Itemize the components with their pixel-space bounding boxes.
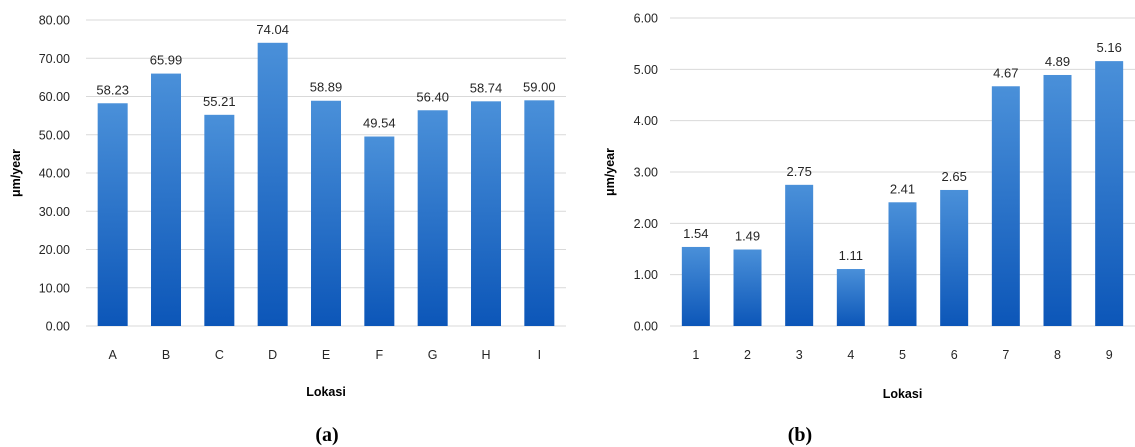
data-label: 2.41 [890, 181, 915, 196]
x-tick-label: 2 [744, 348, 751, 362]
data-label: 55.21 [203, 94, 236, 109]
x-tick-label: 1 [692, 348, 699, 362]
data-label: 58.89 [310, 80, 343, 95]
bar-F [364, 136, 395, 326]
bar-4 [836, 269, 865, 326]
x-tick-label: G [428, 348, 438, 362]
y-tick-label: 0.00 [634, 320, 658, 334]
y-tick-labels: 0.00 10.00 20.00 30.00 40.00 50.00 60.00 70.00 8… [39, 14, 70, 334]
data-label: 1.49 [735, 229, 760, 244]
bar-H [471, 101, 501, 327]
x-tick-label: H [481, 348, 490, 362]
x-tick-label: E [322, 348, 330, 362]
bar-A [97, 103, 128, 326]
y-tick-label: 60.00 [39, 90, 70, 104]
bar-E [311, 100, 341, 326]
x-tick-label: 7 [1002, 348, 1009, 362]
y-tick-label: 40.00 [39, 167, 70, 181]
bar-1 [681, 246, 710, 326]
data-label: 1.11 [839, 248, 863, 263]
x-axis-title: Lokasi [306, 385, 346, 399]
bar-5 [888, 202, 917, 326]
data-label: 59.00 [523, 79, 556, 94]
bar-2 [733, 249, 762, 326]
x-tick-label: 5 [899, 348, 906, 362]
x-tick-labels: A B C D E F G H I [108, 348, 541, 362]
bar-3 [785, 184, 814, 326]
y-tick-label: 70.00 [39, 52, 70, 66]
y-tick-label: 6.00 [634, 12, 658, 26]
y-tick-label: 1.00 [634, 268, 658, 282]
bar-C [204, 114, 235, 326]
bar-chart-a: 0.00 10.00 20.00 30.00 40.00 50.00 60.00 70.00 8… [9, 14, 566, 446]
x-tick-label: A [108, 348, 117, 362]
data-labels: 1.54 1.49 2.75 1.11 2.41 2.65 4.67 4.89 5.16 [683, 40, 1122, 263]
y-tick-label: 4.00 [634, 114, 658, 128]
data-label: 2.65 [942, 169, 967, 184]
x-tick-label: B [162, 348, 170, 362]
bar-9 [1095, 61, 1124, 327]
y-tick-label: 10.00 [39, 281, 70, 295]
panel-caption: (a) [315, 424, 338, 446]
bar-B [151, 73, 181, 326]
x-tick-label: I [538, 348, 541, 362]
y-axis-title: μm/year [603, 148, 617, 196]
data-label: 49.54 [363, 116, 396, 131]
data-label: 4.67 [993, 65, 1018, 80]
bars [97, 42, 555, 327]
x-axis-title: Lokasi [883, 387, 923, 401]
x-tick-label: 8 [1054, 348, 1061, 362]
y-tick-label: 0.00 [46, 320, 70, 334]
bars [681, 61, 1124, 327]
x-tick-label: 9 [1106, 348, 1113, 362]
data-label: 58.23 [96, 82, 129, 97]
x-tick-label: F [376, 348, 384, 362]
data-label: 1.54 [683, 226, 708, 241]
x-tick-label: 4 [847, 348, 854, 362]
data-labels: 58.23 65.99 55.21 74.04 58.89 49.54 56.40 58.74… [96, 22, 555, 131]
bar-I [524, 100, 555, 326]
data-label: 56.40 [416, 89, 449, 104]
y-tick-label: 5.00 [634, 63, 658, 77]
data-label: 74.04 [256, 22, 289, 37]
y-axis-title: μm/year [9, 149, 23, 197]
y-tick-label: 80.00 [39, 14, 70, 28]
chart-panel-a: 0.00 10.00 20.00 30.00 40.00 50.00 60.00 70.00 8… [9, 14, 566, 446]
bar-G [417, 110, 448, 327]
y-tick-label: 3.00 [634, 166, 658, 180]
chart-panel-b: 0.00 1.00 2.00 3.00 4.00 5.00 6.00 1.54 1.49 2.7… [578, 0, 1135, 447]
bar-6 [940, 189, 969, 326]
bar-D [257, 42, 288, 327]
y-tick-label: 20.00 [39, 243, 70, 257]
bar-7 [991, 86, 1020, 326]
data-label: 65.99 [150, 53, 183, 68]
y-tick-labels: 0.00 1.00 2.00 3.00 4.00 5.00 6.00 [634, 12, 658, 334]
data-label: 4.89 [1045, 54, 1070, 69]
bar-8 [1043, 74, 1072, 326]
y-tick-label: 50.00 [39, 128, 70, 142]
x-tick-label: C [215, 348, 224, 362]
x-tick-label: 6 [951, 348, 958, 362]
x-tick-labels: 1 2 3 4 5 6 7 8 9 [692, 348, 1112, 362]
y-tick-label: 30.00 [39, 205, 70, 219]
data-label: 2.75 [787, 164, 812, 179]
x-tick-label: D [268, 348, 277, 362]
data-label: 5.16 [1097, 40, 1122, 55]
x-tick-label: 3 [796, 348, 803, 362]
y-tick-label: 2.00 [634, 217, 658, 231]
data-label: 58.74 [470, 80, 503, 95]
bar-chart-b: 0.00 1.00 2.00 3.00 4.00 5.00 6.00 1.54 1.49 2.7… [603, 12, 1135, 446]
panel-caption: (b) [788, 424, 812, 446]
